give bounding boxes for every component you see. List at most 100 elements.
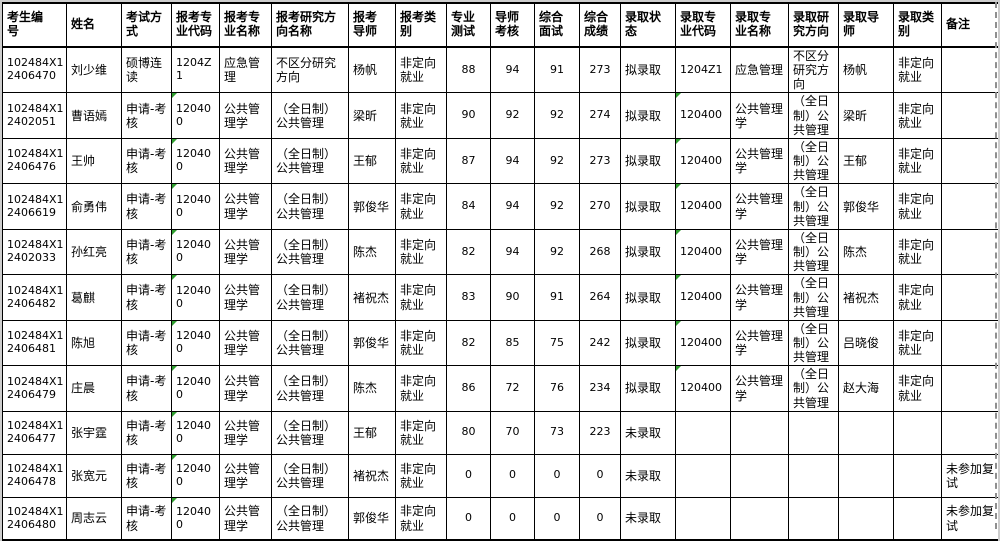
cell-zhcj[interactable]: 223 bbox=[579, 410, 621, 455]
cell-ksbh[interactable]: 102484X12406476 bbox=[2, 137, 67, 185]
cell-ksfs[interactable]: 申请-考核 bbox=[121, 410, 172, 455]
cell-ksfs[interactable]: 申请-考核 bbox=[121, 453, 172, 498]
cell-zhms[interactable]: 91 bbox=[534, 274, 580, 321]
cell-bkyjfx[interactable]: （全日制）公共管理 bbox=[271, 410, 349, 455]
cell-xm[interactable]: 张宽元 bbox=[66, 453, 122, 498]
cell-bz[interactable] bbox=[941, 319, 998, 367]
cell-lqzydm[interactable]: 120400 bbox=[675, 274, 731, 321]
cell-zhms[interactable]: 75 bbox=[534, 319, 580, 367]
header-cell-lqzt[interactable]: 录取状 态 bbox=[620, 2, 676, 48]
cell-bkyjfx[interactable]: （全日制）公共管理 bbox=[271, 92, 349, 139]
cell-bz[interactable] bbox=[941, 410, 998, 455]
cell-bkzydm[interactable]: 120400 bbox=[171, 410, 220, 455]
cell-bkzymc[interactable]: 公共管理学 bbox=[219, 228, 272, 276]
cell-xm[interactable]: 曹语嫣 bbox=[66, 92, 122, 139]
header-cell-bkyjfx[interactable]: 报考研究方 向名称 bbox=[271, 2, 349, 48]
cell-lqzt[interactable]: 拟录取 bbox=[620, 319, 676, 367]
header-cell-bklb[interactable]: 报考类 别 bbox=[395, 2, 447, 48]
cell-xm[interactable]: 俞勇伟 bbox=[66, 183, 122, 230]
cell-lqlb[interactable]: 非定向就业 bbox=[893, 137, 942, 185]
cell-lqlb[interactable] bbox=[893, 410, 942, 455]
cell-dskh[interactable]: 85 bbox=[490, 319, 535, 367]
cell-zycs[interactable]: 82 bbox=[446, 319, 491, 367]
cell-lqzydm[interactable] bbox=[675, 453, 731, 498]
cell-xm[interactable]: 王帅 bbox=[66, 137, 122, 185]
cell-zycs[interactable]: 83 bbox=[446, 274, 491, 321]
cell-ksfs[interactable]: 申请-考核 bbox=[121, 183, 172, 230]
cell-xm[interactable]: 葛麒 bbox=[66, 274, 122, 321]
cell-lqyjfx[interactable]: 不区分研究方向 bbox=[788, 46, 839, 94]
cell-bkzydm[interactable]: 120400 bbox=[171, 92, 220, 139]
cell-xm[interactable]: 张宇霆 bbox=[66, 410, 122, 455]
cell-lqzymc[interactable]: 公共管理学 bbox=[730, 137, 789, 185]
cell-dskh[interactable]: 94 bbox=[490, 46, 535, 94]
cell-lqzymc[interactable]: 公共管理学 bbox=[730, 228, 789, 276]
cell-lqlb[interactable]: 非定向就业 bbox=[893, 46, 942, 94]
cell-bkzymc[interactable]: 公共管理学 bbox=[219, 137, 272, 185]
cell-lqzt[interactable]: 拟录取 bbox=[620, 46, 676, 94]
cell-dskh[interactable]: 72 bbox=[490, 365, 535, 412]
cell-bkzydm[interactable]: 120400 bbox=[171, 365, 220, 412]
cell-ksfs[interactable]: 申请-考核 bbox=[121, 365, 172, 412]
cell-xm[interactable]: 周志云 bbox=[66, 496, 122, 541]
cell-lqlb[interactable]: 非定向就业 bbox=[893, 228, 942, 276]
cell-bklb[interactable]: 非定向就业 bbox=[395, 274, 447, 321]
cell-zycs[interactable]: 80 bbox=[446, 410, 491, 455]
cell-lqyjfx[interactable]: （全日制）公共管理 bbox=[788, 228, 839, 276]
cell-dskh[interactable]: 92 bbox=[490, 92, 535, 139]
cell-lqzydm[interactable]: 120400 bbox=[675, 137, 731, 185]
cell-ksfs[interactable]: 申请-考核 bbox=[121, 92, 172, 139]
cell-ksfs[interactable]: 申请-考核 bbox=[121, 319, 172, 367]
header-cell-lqzydm[interactable]: 录取专 业代码 bbox=[675, 2, 731, 48]
cell-bklb[interactable]: 非定向就业 bbox=[395, 410, 447, 455]
cell-zhms[interactable]: 0 bbox=[534, 496, 580, 541]
cell-bz[interactable] bbox=[941, 92, 998, 139]
cell-zhcj[interactable]: 274 bbox=[579, 92, 621, 139]
cell-lqzymc[interactable]: 公共管理学 bbox=[730, 365, 789, 412]
cell-lqzydm[interactable] bbox=[675, 496, 731, 541]
cell-lqds[interactable]: 褚祝杰 bbox=[838, 274, 894, 321]
cell-bkds[interactable]: 陈杰 bbox=[348, 228, 396, 276]
cell-bkzymc[interactable]: 公共管理学 bbox=[219, 183, 272, 230]
cell-bkyjfx[interactable]: （全日制）公共管理 bbox=[271, 453, 349, 498]
cell-lqyjfx[interactable] bbox=[788, 496, 839, 541]
cell-bkzymc[interactable]: 公共管理学 bbox=[219, 410, 272, 455]
cell-zycs[interactable]: 88 bbox=[446, 46, 491, 94]
cell-bkds[interactable]: 杨帆 bbox=[348, 46, 396, 94]
cell-zycs[interactable]: 86 bbox=[446, 365, 491, 412]
header-cell-dskh[interactable]: 导师 考核 bbox=[490, 2, 535, 48]
cell-lqds[interactable] bbox=[838, 453, 894, 498]
cell-zhcj[interactable]: 270 bbox=[579, 183, 621, 230]
cell-bkzydm[interactable]: 120400 bbox=[171, 137, 220, 185]
cell-lqds[interactable] bbox=[838, 410, 894, 455]
cell-zhms[interactable]: 92 bbox=[534, 137, 580, 185]
cell-bkds[interactable]: 郭俊华 bbox=[348, 496, 396, 541]
cell-ksbh[interactable]: 102484X12402033 bbox=[2, 228, 67, 276]
cell-bkds[interactable]: 褚祝杰 bbox=[348, 453, 396, 498]
cell-ksbh[interactable]: 102484X12406477 bbox=[2, 410, 67, 455]
cell-zhms[interactable]: 0 bbox=[534, 453, 580, 498]
cell-zycs[interactable]: 0 bbox=[446, 496, 491, 541]
cell-ksbh[interactable]: 102484X12406470 bbox=[2, 46, 67, 94]
cell-bkds[interactable]: 梁昕 bbox=[348, 92, 396, 139]
cell-lqzydm[interactable]: 120400 bbox=[675, 183, 731, 230]
header-cell-lqlb[interactable]: 录取类 别 bbox=[893, 2, 942, 48]
cell-bklb[interactable]: 非定向就业 bbox=[395, 92, 447, 139]
cell-zhms[interactable]: 91 bbox=[534, 46, 580, 94]
cell-dskh[interactable]: 94 bbox=[490, 183, 535, 230]
cell-bkzymc[interactable]: 公共管理学 bbox=[219, 496, 272, 541]
cell-lqzt[interactable]: 未录取 bbox=[620, 410, 676, 455]
header-cell-bkds[interactable]: 报考 导师 bbox=[348, 2, 396, 48]
cell-ksfs[interactable]: 申请-考核 bbox=[121, 228, 172, 276]
cell-lqlb[interactable]: 非定向就业 bbox=[893, 319, 942, 367]
cell-lqyjfx[interactable]: （全日制）公共管理 bbox=[788, 365, 839, 412]
cell-lqds[interactable]: 郭俊华 bbox=[838, 183, 894, 230]
cell-bkzydm[interactable]: 1204Z1 bbox=[171, 46, 220, 94]
cell-xm[interactable]: 庄晨 bbox=[66, 365, 122, 412]
header-cell-zycs[interactable]: 专业 测试 bbox=[446, 2, 491, 48]
cell-lqds[interactable] bbox=[838, 496, 894, 541]
cell-bkyjfx[interactable]: （全日制）公共管理 bbox=[271, 274, 349, 321]
cell-ksfs[interactable]: 申请-考核 bbox=[121, 137, 172, 185]
cell-bklb[interactable]: 非定向就业 bbox=[395, 319, 447, 367]
cell-dskh[interactable]: 0 bbox=[490, 453, 535, 498]
